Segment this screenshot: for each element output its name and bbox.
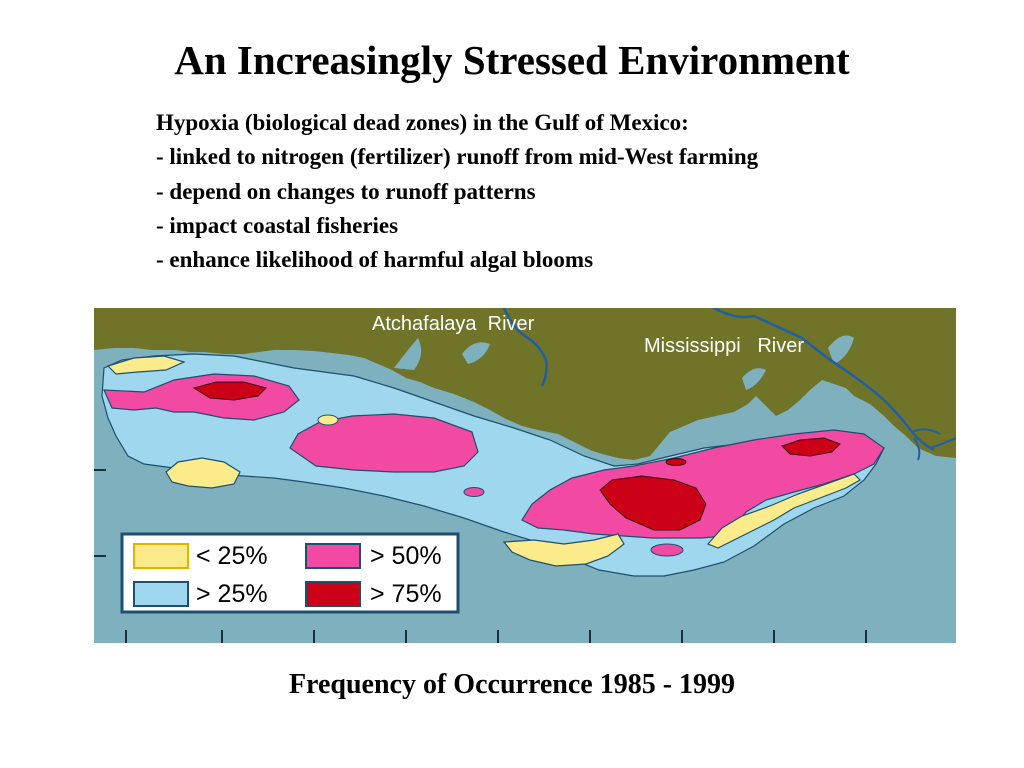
legend-label-lt25: < 25% (196, 542, 268, 570)
legend-swatch-lt25 (133, 543, 189, 569)
bullet-list: Hypoxia (biological dead zones) in the G… (156, 106, 758, 277)
atchafalaya-river (502, 308, 548, 387)
bullet-item: - impact coastal fisheries (156, 212, 399, 238)
zone-gt75 (599, 475, 707, 531)
slide-title: An Increasingly Stressed Environment (174, 37, 850, 83)
bullet-item: - linked to nitrogen (fertilizer) runoff… (156, 144, 759, 170)
louisiana-coast-land (94, 308, 956, 460)
legend-label-gt75: > 75% (370, 580, 442, 608)
bullet-item: - depend on changes to runoff patterns (156, 178, 536, 204)
mississippi-river-label: Mississippi River (644, 335, 804, 357)
intro-line: Hypoxia (biological dead zones) in the G… (156, 110, 689, 135)
inlet-water (462, 342, 490, 364)
legend: < 25% > 50% > 25% > 75% (120, 532, 460, 614)
zone-lt25 (502, 533, 625, 567)
zone-lt25 (317, 414, 339, 426)
legend-swatch-gt75 (305, 581, 361, 607)
legend-label-gt50: > 50% (370, 542, 442, 570)
zone-gt75 (192, 381, 267, 401)
map-frame-ticks (94, 469, 867, 643)
zone-lt25 (165, 457, 241, 489)
legend-swatch-gt25 (133, 581, 189, 607)
bullet-item: - enhance likelihood of harmful algal bl… (156, 247, 594, 273)
zone-gt75 (781, 437, 841, 457)
hypoxia-map: Atchafalaya River Mississippi River < 25… (94, 308, 956, 643)
atchafalaya-river-label: Atchafalaya River (372, 313, 535, 335)
mississippi-river-branch (911, 428, 956, 461)
legend-label-gt25: > 25% (196, 580, 268, 608)
inlet-water (394, 338, 422, 370)
zone-lt25 (106, 355, 186, 375)
inlet-water (742, 368, 766, 390)
zone-lt25 (706, 473, 861, 549)
map-caption: Frequency of Occurrence 1985 - 1999 (288, 669, 736, 700)
legend-swatch-gt50 (305, 543, 361, 569)
zone-gt75-small (665, 458, 687, 466)
inlet-water (828, 335, 854, 364)
zone-gt50-small (463, 487, 485, 497)
zone-gt50-small (650, 543, 684, 557)
